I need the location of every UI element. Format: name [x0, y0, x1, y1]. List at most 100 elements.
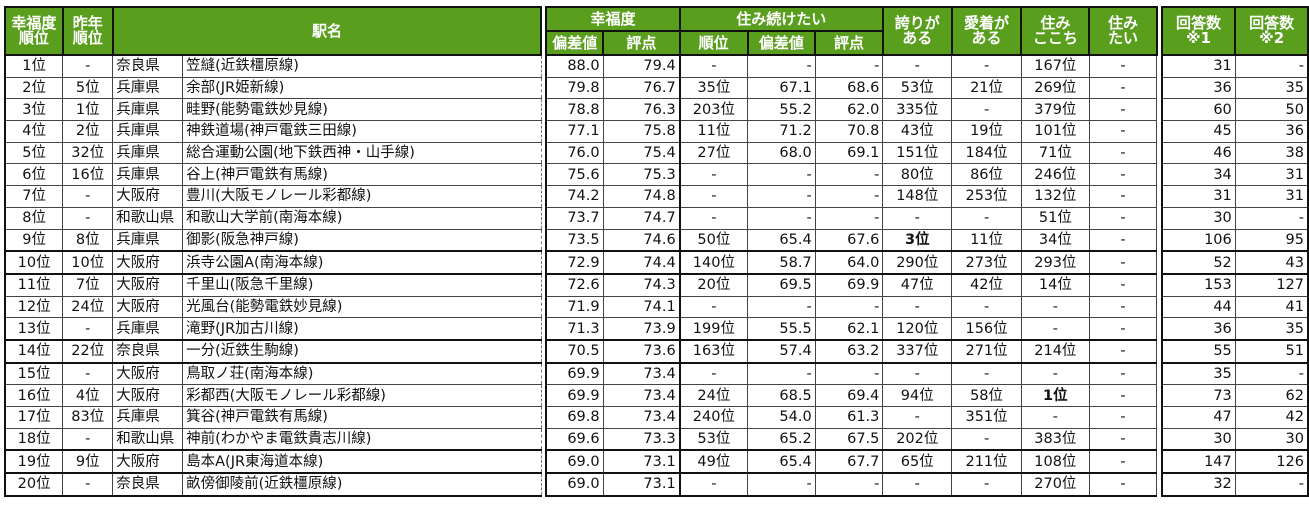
header-stay: 住み続けたい	[678, 6, 884, 32]
table-row: 2位 5位 兵庫県 余部(JR姫新線) 79.8 76.7 35位 67.1 68.6 53位 21…	[4, 76, 1309, 100]
cell-prev-rank: 83位	[62, 406, 114, 429]
gap	[541, 163, 547, 186]
cell-stay-score: -	[814, 472, 884, 497]
cell-prefecture: 兵庫県	[112, 120, 184, 143]
cell-pride: -	[882, 362, 953, 386]
gap	[1156, 296, 1162, 318]
cell-want-to-live: -	[1088, 98, 1158, 122]
cell-comfort: 167位	[1020, 54, 1090, 78]
cell-prev-rank: -	[62, 185, 114, 208]
cell-want-to-live: -	[1088, 163, 1158, 187]
cell-rank: 12位	[4, 295, 64, 319]
cell-responses-2: 43	[1234, 250, 1309, 275]
header-comfort: 住み ここち	[1020, 6, 1091, 56]
cell-comfort: 101位	[1020, 120, 1090, 143]
cell-attachment: -	[951, 206, 1022, 230]
cell-rank: 17位	[4, 406, 64, 429]
cell-happiness-score: 73.4	[602, 384, 681, 407]
cell-responses-2: -	[1234, 362, 1309, 386]
gap	[1156, 450, 1162, 474]
cell-station: 御影(阪急神戸線)	[182, 228, 542, 253]
header-happiness: 幸福度	[545, 6, 681, 32]
cell-pride: 53位	[882, 76, 953, 100]
cell-stay-score: -	[814, 163, 884, 187]
cell-stay-rank: -	[679, 163, 749, 187]
cell-attachment: 184位	[951, 141, 1022, 165]
cell-responses-1: 31	[1160, 54, 1236, 78]
cell-responses-1: 55	[1160, 339, 1236, 364]
cell-pride: 80位	[882, 163, 953, 187]
cell-responses-2: -	[1234, 206, 1309, 230]
cell-happiness-score: 74.4	[602, 250, 681, 275]
cell-prev-rank: -	[62, 427, 114, 452]
cell-responses-2: 35	[1234, 317, 1309, 341]
table-row: 5位 32位 兵庫県 総合運動公園(地下鉄西神・山手線) 76.0 75.4 27位 68.0…	[4, 141, 1309, 165]
header-happiness-rank: 幸福度 順位	[4, 6, 64, 56]
cell-prev-rank: 8位	[62, 228, 114, 253]
cell-stay-score: 63.2	[814, 339, 884, 364]
cell-comfort: 269位	[1020, 76, 1090, 100]
cell-responses-1: 46	[1160, 141, 1236, 165]
cell-stay-rank: -	[679, 206, 749, 230]
gap	[541, 55, 547, 78]
cell-responses-1: 153	[1160, 273, 1236, 297]
cell-attachment: 42位	[951, 273, 1022, 297]
cell-rank: 14位	[4, 339, 64, 364]
cell-attachment: -	[951, 362, 1022, 386]
cell-prefecture: 兵庫県	[112, 141, 184, 165]
cell-stay-score: -	[814, 206, 884, 230]
cell-stay-dev: 71.2	[747, 120, 816, 143]
cell-prev-rank: 1位	[62, 98, 114, 122]
table-row: 8位 - 和歌山県 和歌山大学前(南海本線) 73.7 74.7- - - - -51位 -30-	[4, 206, 1309, 230]
cell-comfort: 383位	[1020, 427, 1090, 452]
cell-rank: 2位	[4, 76, 64, 100]
gap	[541, 251, 547, 274]
cell-stay-rank: 240位	[679, 406, 749, 429]
gap	[1156, 55, 1162, 78]
cell-stay-dev: 67.1	[747, 76, 816, 100]
cell-stay-rank: 11位	[679, 120, 749, 143]
cell-prev-rank: 5位	[62, 76, 114, 100]
header-responses-2: 回答数 ※2	[1234, 6, 1309, 56]
cell-stay-score: 64.0	[814, 250, 884, 275]
cell-happiness-score: 75.4	[602, 141, 681, 165]
cell-comfort: 108位	[1020, 449, 1090, 475]
gap	[1156, 317, 1162, 340]
cell-happiness-dev: 69.6	[545, 427, 604, 452]
cell-rank: 9位	[4, 228, 64, 253]
cell-comfort: 270位	[1020, 472, 1090, 497]
cell-stay-score: 62.1	[814, 317, 884, 341]
cell-rank: 7位	[4, 185, 64, 208]
cell-responses-1: 45	[1160, 120, 1236, 143]
cell-pride: 337位	[882, 339, 953, 364]
cell-responses-1: 35	[1160, 362, 1236, 386]
cell-rank: 3位	[4, 98, 64, 122]
cell-pride: 151位	[882, 141, 953, 165]
cell-stay-rank: 35位	[679, 76, 749, 100]
table-row: 13位 - 兵庫県 滝野(JR加古川線) 71.3 73.9 199位 55.5 62.1 120…	[4, 317, 1309, 341]
cell-stay-dev: 68.5	[747, 384, 816, 407]
cell-station: 神鉄道場(神戸電鉄三田線)	[182, 120, 542, 143]
cell-stay-dev: 58.7	[747, 250, 816, 275]
cell-happiness-dev: 71.9	[545, 295, 604, 319]
header-happiness-dev: 偏差値	[545, 30, 605, 56]
cell-responses-2: 30	[1234, 427, 1309, 452]
gap	[541, 339, 547, 363]
cell-rank: 20位	[4, 472, 64, 497]
cell-stay-rank: 163位	[679, 339, 749, 364]
cell-responses-2: 31	[1234, 163, 1309, 187]
cell-stay-score: 67.5	[814, 427, 884, 452]
gap	[541, 120, 547, 143]
cell-happiness-score: 76.3	[602, 98, 681, 122]
cell-station: 彩都西(大阪モノレール彩都線)	[182, 384, 542, 407]
cell-stay-dev: 65.2	[747, 427, 816, 452]
table-body: 1位 - 奈良県 笠縫(近鉄橿原線) 88.0 79.4- - - - -167位 -31-2位 5位…	[4, 54, 1309, 497]
gap	[541, 450, 547, 474]
cell-prev-rank: 32位	[62, 141, 114, 165]
station-ranking-table: 幸福度 順位 昨年 順位 駅名 幸福度 住み続けたい 誇りが ある 愛着が ある 住みこ…	[4, 6, 1309, 497]
cell-rank: 16位	[4, 384, 64, 407]
gap	[541, 317, 547, 340]
cell-attachment: -	[951, 472, 1022, 497]
cell-want-to-live: -	[1088, 185, 1158, 208]
cell-happiness-score: 74.7	[602, 206, 681, 230]
